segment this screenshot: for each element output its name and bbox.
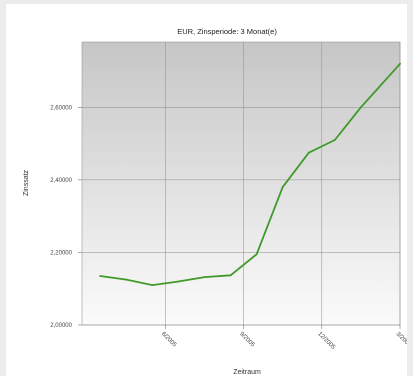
data-point-0-8 xyxy=(307,151,310,154)
y-tick-label-3: 2,60000 xyxy=(50,105,72,111)
x-axis-title: Zeitraum xyxy=(233,369,261,376)
x-tick-labels: 6/2005 9/2005 12/2005 3/2006 xyxy=(160,331,407,351)
line-chart: EUR, Zinsperiode: 3 Monat(e) 2,00000 2,20… xyxy=(23,27,407,376)
data-point-0-7 xyxy=(281,186,284,189)
x-tick-label-2: 12/2005 xyxy=(316,331,336,351)
y-tick-label-1: 2,20000 xyxy=(50,250,72,256)
x-tick-label-0: 6/2005 xyxy=(160,331,178,349)
data-point-0-3 xyxy=(177,280,180,283)
y-axis-title: Zinssatz xyxy=(23,169,30,196)
plot-area xyxy=(81,41,401,326)
data-point-0-10 xyxy=(360,106,362,109)
x-tick-label-1: 9/2005 xyxy=(238,331,256,349)
axes xyxy=(78,107,401,329)
y-tick-label-2: 2,40000 xyxy=(50,178,72,184)
y-tick-label-0: 2,00000 xyxy=(50,323,72,329)
data-point-0-9 xyxy=(333,139,336,141)
x-tick-label-3: 3/2006 xyxy=(395,331,407,349)
y-tick-labels: 2,00000 2,20000 2,40000 2,60000 xyxy=(50,105,72,329)
data-point-0-6 xyxy=(255,253,258,256)
chart-title: EUR, Zinsperiode: 3 Monat(e) xyxy=(177,27,277,36)
data-point-0-1 xyxy=(125,278,128,281)
data-point-0-11 xyxy=(386,77,388,80)
series xyxy=(99,62,401,287)
chart-panel: EUR, Zinsperiode: 3 Monat(e) 2,00000 2,20… xyxy=(6,4,407,376)
grid-lines xyxy=(82,42,401,326)
data-point-0-12 xyxy=(399,62,401,65)
data-point-0-0 xyxy=(99,275,102,277)
data-point-0-5 xyxy=(229,274,232,277)
data-point-0-2 xyxy=(151,284,154,286)
data-point-0-4 xyxy=(203,276,206,279)
